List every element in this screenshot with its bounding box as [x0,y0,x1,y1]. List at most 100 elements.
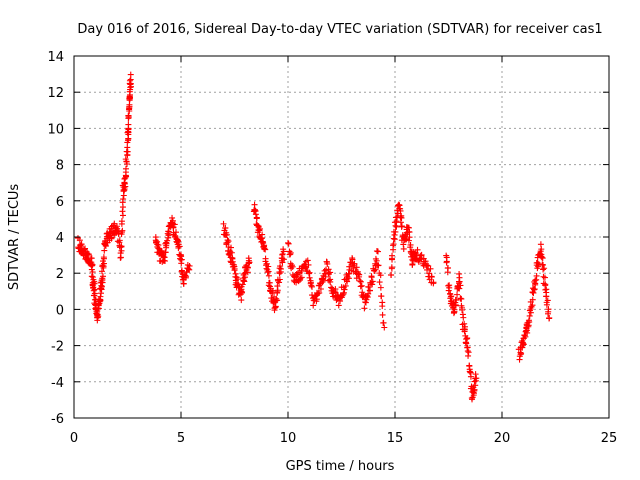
data-point [262,246,269,253]
data-point [395,201,402,208]
data-point [274,289,281,296]
data-point [127,86,134,93]
data-point [543,286,550,293]
data-point [409,261,416,268]
data-point [305,261,312,268]
data-point [467,369,474,376]
data-point [160,253,167,260]
data-point [320,277,327,284]
data-point [443,258,450,265]
data-point [222,225,229,232]
data-point [380,319,387,326]
data-point [264,269,271,276]
data-point [539,255,546,262]
data-point [522,333,529,340]
data-point [224,237,231,244]
data-point [322,273,329,280]
data-point [471,378,478,385]
data-point [229,258,236,265]
data-point [406,234,413,241]
data-point [341,286,348,293]
y-tick-label: -2 [51,340,64,355]
data-point [376,279,383,286]
data-point [390,235,397,242]
data-point [368,273,375,280]
data-point [541,265,548,272]
data-point [261,245,268,252]
data-point [534,259,541,266]
data-point [340,289,347,296]
x-tick-label: 5 [177,431,185,446]
data-point [443,252,450,259]
data-point [461,320,468,327]
data-point [271,307,278,314]
chart-title: Day 016 of 2016, Sidereal Day-to-day VTE… [77,22,602,37]
data-point [538,246,545,253]
data-point [520,341,527,348]
data-point [171,221,178,228]
data-point [124,148,131,155]
data-point [88,273,95,280]
data-point [232,270,239,277]
data-point [163,240,170,247]
data-point [246,259,253,266]
data-point [304,257,311,264]
data-point [398,214,405,221]
data-point [274,297,281,304]
data-point [541,274,548,281]
data-point [417,252,424,259]
data-point [356,273,363,280]
data-point [155,245,162,252]
data-point [308,282,315,289]
axis-ticks: 0 5 10 15 20 25 -6 -4 -2 0 2 4 6 8 10 12 14 [47,50,617,446]
data-point [85,251,92,258]
data-point [375,262,382,269]
data-point [533,272,540,279]
y-tick-label: -6 [51,412,64,427]
data-point [466,362,473,369]
data-point [164,237,171,244]
data-point [97,293,104,300]
data-point [524,329,531,336]
y-tick-label: 2 [56,267,64,282]
data-point [111,220,118,227]
data-point [424,266,431,273]
data-point [186,262,193,269]
data-point [519,344,526,351]
data-point [472,382,479,389]
data-point [154,238,161,245]
data-point [88,255,95,262]
data-points [74,71,553,403]
data-point [407,241,414,248]
data-point [459,306,466,313]
data-point [180,280,187,287]
data-point [94,311,101,318]
data-point [529,302,536,309]
data-point [239,288,246,295]
data-point [287,249,294,256]
data-point [389,256,396,263]
data-point [446,282,453,289]
data-point [543,293,550,300]
data-point [340,291,347,298]
data-point [529,296,536,303]
data-point [119,227,126,234]
data-point [327,269,334,276]
data-point [244,264,251,271]
data-point [239,281,246,288]
data-point [178,253,185,260]
data-point [313,298,320,305]
data-point [121,180,128,187]
data-point [161,254,168,261]
data-point [351,260,358,267]
data-point [531,286,538,293]
data-point [285,239,292,246]
data-point [174,237,181,244]
data-point [94,317,101,324]
data-point [231,261,238,268]
y-tick-label: 6 [56,195,64,210]
data-point [122,169,129,176]
data-point [471,386,478,393]
x-tick-label: 25 [601,431,618,446]
